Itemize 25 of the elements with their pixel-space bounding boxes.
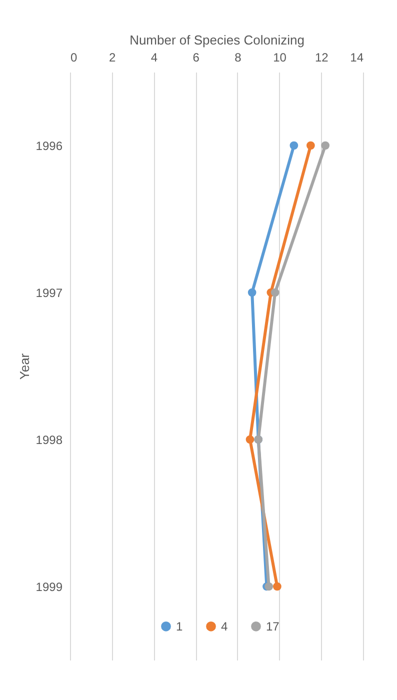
x-tick-label: 8 xyxy=(234,50,242,64)
point xyxy=(264,582,274,591)
point xyxy=(290,141,298,150)
legend-label: 4 xyxy=(221,619,228,634)
x-tick-label: 4 xyxy=(150,50,158,64)
y-tick-label: 1997 xyxy=(36,286,63,300)
point xyxy=(273,582,282,591)
x-axis-title: Number of Species Colonizing xyxy=(130,32,304,48)
x-tick-label: 6 xyxy=(192,50,200,64)
x-tick-label: 14 xyxy=(350,50,364,64)
point xyxy=(321,141,330,150)
x-tick-label: 12 xyxy=(314,50,329,64)
point xyxy=(306,141,315,150)
x-tick-label: 0 xyxy=(70,50,78,64)
point xyxy=(248,288,256,297)
x-tick-label: 10 xyxy=(273,50,287,64)
y-axis-title: Year xyxy=(16,352,32,380)
y-tick-label: 1998 xyxy=(36,433,63,447)
y-tick-label: 1999 xyxy=(36,580,63,594)
legend-label: 17 xyxy=(266,619,280,634)
legend-label: 1 xyxy=(176,619,183,634)
point xyxy=(270,288,280,297)
y-tick-label: 1996 xyxy=(36,139,63,153)
x-tick-label: 2 xyxy=(109,50,116,64)
point xyxy=(246,435,254,444)
